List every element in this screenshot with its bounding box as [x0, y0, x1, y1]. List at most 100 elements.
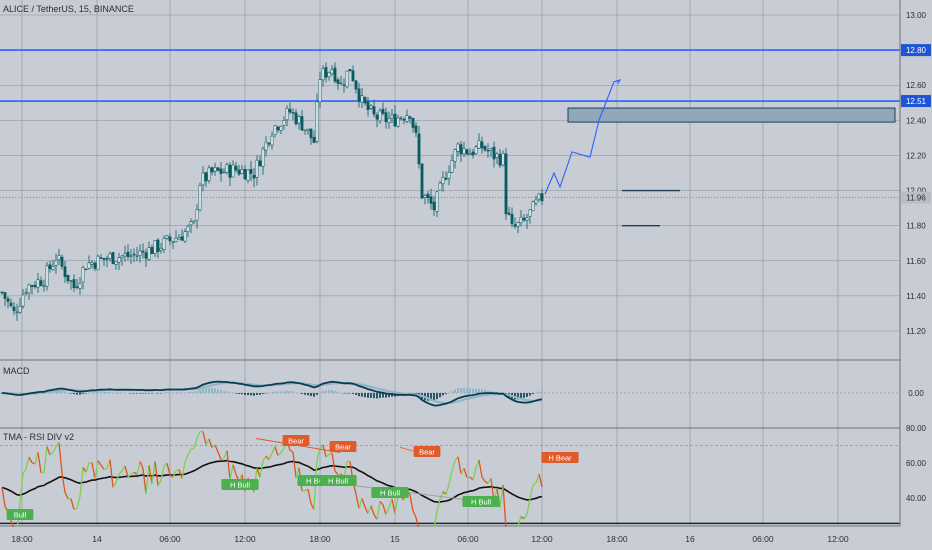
macd-histogram-bar — [340, 392, 342, 394]
candle-body-up — [399, 117, 403, 120]
candle — [39, 276, 43, 287]
candle — [339, 75, 343, 85]
candle — [102, 257, 106, 267]
candle — [411, 117, 415, 133]
macd-histogram-bar — [133, 393, 135, 394]
macd-histogram-bar — [61, 390, 63, 393]
candle-body-up — [285, 108, 289, 121]
rsi-segment — [523, 513, 528, 520]
candle — [222, 168, 226, 174]
price-tick-label: 12.40 — [906, 116, 927, 125]
macd-histogram-bar — [427, 393, 429, 401]
rsi-segment — [196, 431, 201, 439]
candle-body-down — [33, 284, 37, 288]
candle-body-up — [390, 114, 394, 119]
macd-histogram-bar — [142, 393, 144, 394]
rsi-segment — [112, 482, 117, 488]
candle-body-up — [15, 311, 19, 314]
candle-body-down — [381, 108, 385, 114]
candle-body-up — [81, 267, 85, 283]
candle-body-down — [492, 146, 496, 160]
candle-body-down — [132, 253, 136, 256]
candle-body-down — [216, 167, 220, 171]
candle — [510, 207, 514, 228]
rsi-label-text: Bull — [14, 511, 27, 520]
rsi-label-text: H Bull — [306, 477, 326, 486]
rsi-segment — [130, 471, 135, 476]
candle-body-up — [501, 152, 505, 166]
candle — [6, 296, 10, 309]
candle-body-down — [354, 80, 358, 90]
candle — [372, 99, 376, 118]
rsi-tick-label: 80.00 — [906, 424, 927, 433]
symbol-title[interactable]: ALICE / TetherUS, 15, BINANCE — [3, 4, 134, 14]
macd-histogram-bar — [106, 392, 108, 393]
candle-body-down — [291, 112, 295, 114]
rsi-segment — [172, 470, 177, 478]
candle — [279, 125, 283, 135]
candle-body-down — [393, 113, 397, 127]
candle — [303, 129, 307, 135]
candle-body-up — [321, 68, 325, 81]
macd-histogram-bar — [373, 393, 375, 399]
candle — [210, 166, 214, 176]
macd-histogram-bar — [433, 393, 435, 401]
macd-histogram-bar — [115, 392, 117, 394]
candle — [138, 244, 142, 263]
candle — [195, 204, 199, 229]
price-tick-label: 11.40 — [906, 292, 926, 301]
candle-body-down — [375, 114, 379, 120]
candle — [177, 234, 181, 240]
rsi-segment — [382, 504, 387, 515]
rsi-title[interactable]: TMA - RSI DIV v2 — [3, 432, 75, 442]
candle-body-down — [105, 258, 109, 260]
macd-histogram-bar — [244, 393, 246, 396]
rsi-moving-average — [1, 459, 543, 503]
projection-path[interactable] — [544, 79, 621, 195]
macd-histogram-bar — [322, 390, 324, 393]
candle — [27, 283, 31, 300]
macd-histogram-bar — [262, 393, 264, 394]
rsi-segment — [106, 459, 111, 469]
rsi-segment — [502, 484, 507, 529]
candle-body-down — [417, 133, 421, 165]
candle-body-up — [45, 265, 49, 287]
rsi-segment — [64, 492, 69, 500]
macd-histogram-bar — [256, 393, 258, 395]
candle-body-down — [312, 136, 316, 143]
rsi-segment — [526, 498, 531, 515]
candle-body-down — [414, 125, 418, 133]
macd-title[interactable]: MACD — [3, 366, 30, 376]
macd-histogram-bar — [436, 393, 438, 400]
rsi-segment — [445, 484, 450, 495]
rsi-segment — [265, 455, 270, 461]
resistance-zone[interactable] — [567, 107, 896, 123]
macd-histogram-bar — [385, 393, 387, 398]
time-tick-label: 12:00 — [234, 534, 256, 544]
candle-body-up — [450, 159, 454, 173]
candle — [219, 162, 223, 182]
price-tag — [901, 44, 931, 57]
rsi-segment — [43, 446, 48, 473]
candle-body-down — [6, 298, 10, 302]
candle — [297, 114, 301, 130]
candle-body-up — [255, 159, 259, 178]
candle — [417, 125, 421, 169]
candle — [495, 152, 499, 165]
candle-body-up — [42, 285, 46, 287]
rsi-label-text: Bear — [419, 448, 435, 457]
macd-histogram-bar — [79, 393, 81, 395]
candle-body-down — [465, 149, 469, 155]
candle — [336, 77, 340, 90]
time-tick-label: 06:00 — [159, 534, 181, 544]
candle — [264, 136, 268, 157]
projection-layer — [544, 78, 622, 195]
macd-histogram-bar — [73, 393, 75, 395]
rsi-segment — [385, 507, 390, 515]
macd-histogram-bar — [334, 390, 336, 393]
macd-histogram-bar — [193, 391, 195, 393]
